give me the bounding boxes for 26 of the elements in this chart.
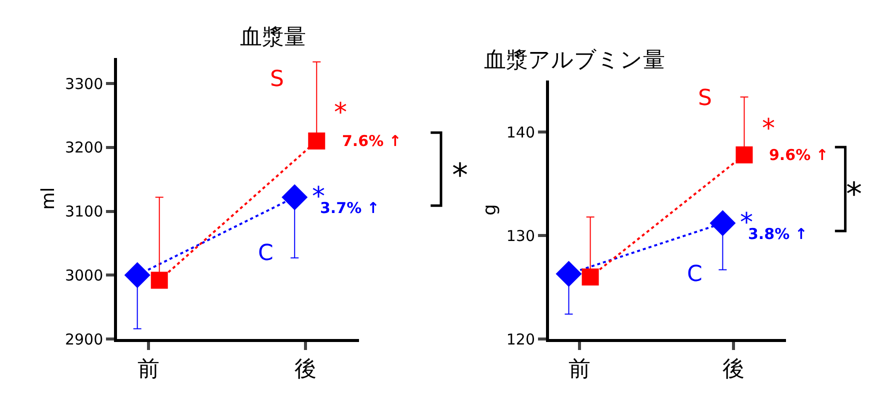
x-tick-label: 前: [137, 357, 160, 382]
text: *: [452, 156, 468, 194]
y-axis-title: g: [480, 204, 501, 216]
y-tick-label: 3100: [64, 202, 104, 221]
y-tick-label: 3200: [64, 138, 104, 157]
y-tick-label: 140: [506, 123, 535, 142]
annotation: *: [334, 98, 347, 128]
x-tick-label: 前: [568, 357, 591, 382]
x-tick-label: 後: [722, 357, 744, 382]
series-label: C: [258, 241, 274, 266]
series-label: S: [698, 86, 712, 111]
y-axis-title: ml: [38, 187, 60, 210]
text: *: [846, 175, 862, 213]
y-tick-label: 3000: [64, 266, 104, 284]
series-label: C: [687, 262, 702, 287]
annotation: *: [762, 114, 775, 144]
text: S: [270, 67, 284, 92]
y-tick-label: 120: [506, 330, 535, 348]
x-tick-label: 後: [294, 357, 317, 382]
annotation: 7.6% ↑: [342, 132, 402, 150]
annotation: 9.6% ↑: [769, 146, 828, 164]
chart-title: 血漿アルブミン量: [484, 48, 665, 73]
y-tick-label: 130: [506, 226, 535, 245]
y-tick-label: 2900: [64, 330, 104, 348]
y-tick-label: 3300: [64, 74, 104, 93]
chart-title: 血漿量: [240, 25, 306, 50]
